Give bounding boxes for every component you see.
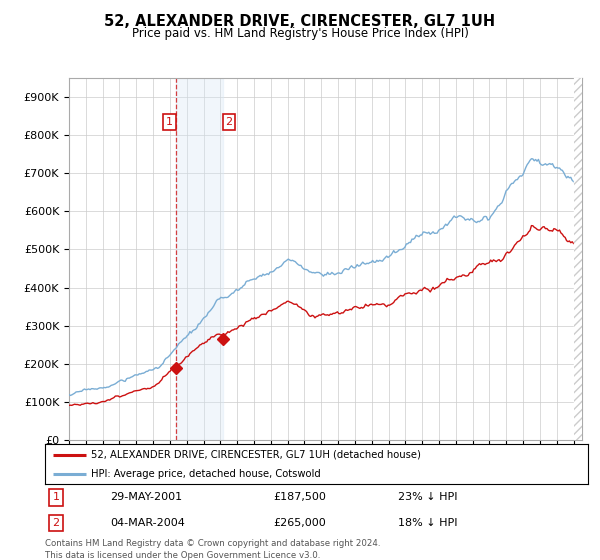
Text: Contains HM Land Registry data © Crown copyright and database right 2024.
This d: Contains HM Land Registry data © Crown c…: [45, 539, 380, 560]
Text: £187,500: £187,500: [273, 492, 326, 502]
Text: 04-MAR-2004: 04-MAR-2004: [110, 518, 185, 528]
Bar: [176, 78, 223, 440]
Text: 2: 2: [226, 117, 233, 127]
Text: 1: 1: [52, 492, 59, 502]
Text: 52, ALEXANDER DRIVE, CIRENCESTER, GL7 1UH: 52, ALEXANDER DRIVE, CIRENCESTER, GL7 1U…: [104, 14, 496, 29]
Text: £265,000: £265,000: [273, 518, 326, 528]
Text: 2: 2: [52, 518, 59, 528]
Bar: [574, 78, 582, 440]
Text: Price paid vs. HM Land Registry's House Price Index (HPI): Price paid vs. HM Land Registry's House …: [131, 27, 469, 40]
Text: 23% ↓ HPI: 23% ↓ HPI: [398, 492, 457, 502]
Text: 18% ↓ HPI: 18% ↓ HPI: [398, 518, 457, 528]
Bar: [574, 78, 582, 440]
Text: HPI: Average price, detached house, Cotswold: HPI: Average price, detached house, Cots…: [91, 469, 321, 479]
Text: 29-MAY-2001: 29-MAY-2001: [110, 492, 182, 502]
Text: 1: 1: [166, 117, 173, 127]
Text: 52, ALEXANDER DRIVE, CIRENCESTER, GL7 1UH (detached house): 52, ALEXANDER DRIVE, CIRENCESTER, GL7 1U…: [91, 450, 421, 460]
